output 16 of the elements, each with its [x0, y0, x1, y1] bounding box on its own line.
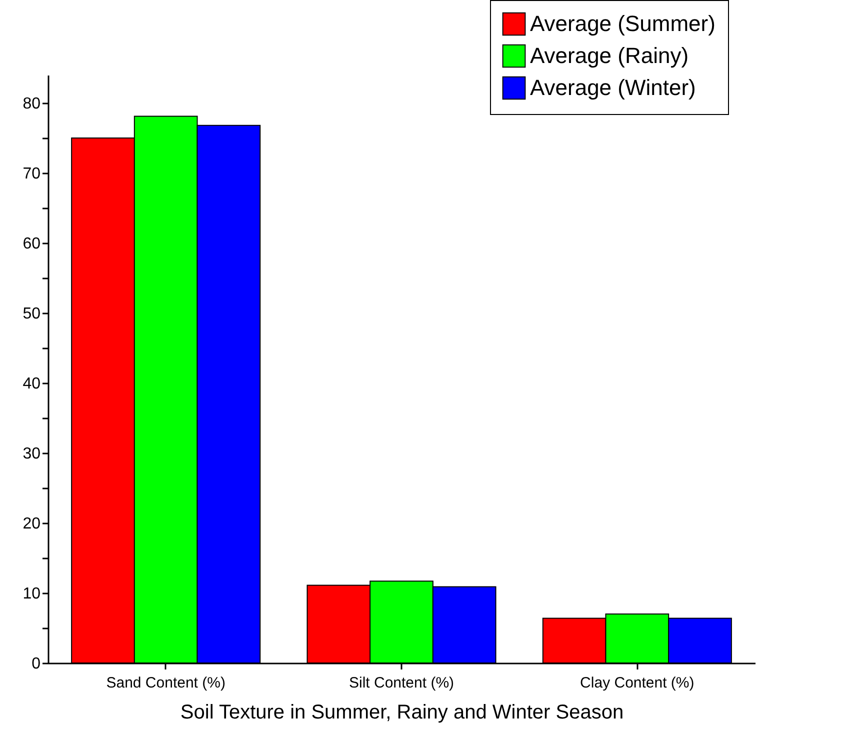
- y-tick-label: 70: [22, 166, 41, 182]
- x-tick-label: Sand Content (%): [106, 674, 226, 692]
- y-tick-label: 20: [22, 516, 41, 532]
- y-tick-label: 0: [32, 656, 41, 672]
- x-tick-label: Silt Content (%): [348, 674, 454, 692]
- y-tick-label: 30: [22, 446, 41, 462]
- y-tick-label: 10: [22, 586, 41, 602]
- x-axis-title: Soil Texture in Summer, Rainy and Winter Season: [180, 702, 624, 724]
- y-tick-label: 80: [22, 96, 41, 112]
- legend-label: Average (Winter): [530, 75, 696, 100]
- y-tick-label: 50: [22, 306, 41, 322]
- legend-label: Average (Rainy): [530, 43, 689, 68]
- y-tick-label: 40: [22, 376, 41, 392]
- legend-label: Average (Summer): [530, 11, 716, 36]
- x-tick-label: Clay Content (%): [580, 674, 694, 692]
- y-tick-label: 60: [22, 236, 41, 252]
